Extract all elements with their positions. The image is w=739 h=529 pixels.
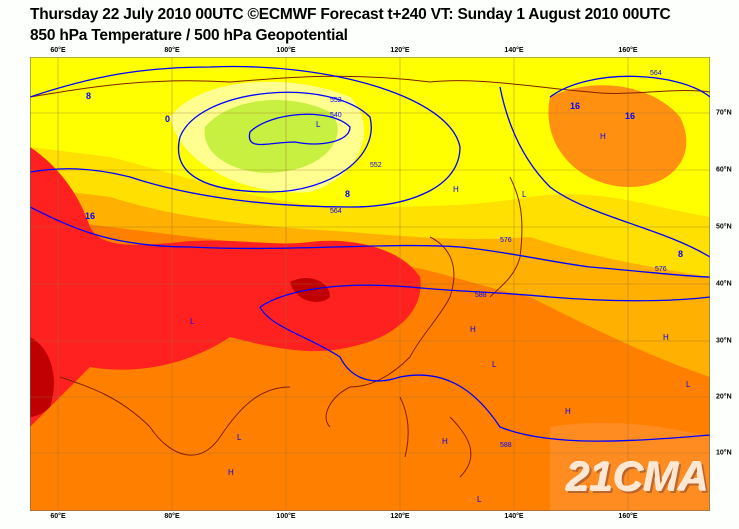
contour-588-south <box>259 306 710 442</box>
contour-label: 540 <box>330 112 342 119</box>
low-marker: L <box>477 495 482 504</box>
low-marker: L <box>686 380 691 389</box>
contour-564-east <box>549 75 710 98</box>
lon-label-bottom: 80°E <box>164 513 180 520</box>
contour-540 <box>248 113 351 146</box>
lat-label: 70°N <box>716 109 732 117</box>
forecast-map: 540 552 552 564 564 576 576 588 588 0 8 … <box>30 57 710 511</box>
contour-label: 564 <box>330 208 342 215</box>
high-marker: H <box>228 468 234 477</box>
high-marker: H <box>663 333 669 342</box>
temperature-label: 8 <box>678 249 683 259</box>
coastlines <box>30 75 710 478</box>
lat-label: 20°N <box>716 393 732 401</box>
contour-label: 564 <box>650 70 662 77</box>
temperature-label: 8 <box>345 189 350 199</box>
lon-label-top: 120°E <box>390 47 410 54</box>
low-marker: L <box>316 120 321 129</box>
lon-label-bottom: 120°E <box>390 513 410 520</box>
lon-label-bottom: 160°E <box>618 513 638 520</box>
temperature-labels: 0 8 8 8 16 16 16 <box>85 91 683 259</box>
high-marker: H <box>600 132 606 141</box>
lon-label-bottom: 140°E <box>504 513 524 520</box>
contour-588 <box>259 284 710 308</box>
high-marker: H <box>565 407 571 416</box>
temperature-label: 16 <box>570 101 580 111</box>
temperature-label: 0 <box>165 114 170 124</box>
contour-576 <box>30 206 710 278</box>
low-marker: L <box>492 360 497 369</box>
contour-labels: 540 552 552 564 564 576 576 588 588 <box>330 70 667 449</box>
contour-label: 552 <box>330 97 342 104</box>
lat-label: 30°N <box>716 337 732 345</box>
lat-label: 40°N <box>716 280 732 288</box>
red-hot-region <box>30 147 421 427</box>
contour-label: 576 <box>655 266 667 273</box>
contour-label: 552 <box>370 162 382 169</box>
forecast-subtitle: 850 hPa Temperature / 500 hPa Geopotenti… <box>30 27 348 44</box>
low-marker: L <box>522 190 527 199</box>
contour-552 <box>177 91 372 193</box>
lon-label-top: 100°E <box>276 47 296 54</box>
lon-label-top: 140°E <box>504 47 524 54</box>
lon-label-top: 60°E <box>50 47 66 54</box>
geopotential-contours <box>30 65 710 442</box>
lat-label: 10°N <box>716 449 732 457</box>
high-marker: H <box>442 437 448 446</box>
high-marker: H <box>453 185 459 194</box>
high-marker: H <box>470 325 476 334</box>
contour-label: 588 <box>500 442 512 449</box>
green-cold-region <box>204 100 338 173</box>
temperature-label: 16 <box>625 111 635 121</box>
low-marker: L <box>237 433 242 442</box>
contour-label: 588 <box>475 292 487 299</box>
pressure-centers: H H H H H H H L L L L L L L <box>190 120 691 504</box>
forecast-title: Thursday 22 July 2010 00UTC ©ECMWF Forec… <box>30 6 671 23</box>
graticule <box>30 57 710 511</box>
lon-label-top: 160°E <box>618 47 638 54</box>
lat-label: 50°N <box>716 223 732 231</box>
low-marker: L <box>190 317 195 326</box>
contour-564 <box>30 65 461 208</box>
lon-label-top: 80°E <box>164 47 180 54</box>
temperature-label: 16 <box>85 211 95 221</box>
lon-label-bottom: 100°E <box>276 513 296 520</box>
contour-576-east <box>499 86 710 258</box>
lat-label: 60°N <box>716 166 732 174</box>
pale-orange-region <box>550 422 710 511</box>
contour-label: 576 <box>500 237 512 244</box>
temperature-label: 8 <box>86 91 91 101</box>
watermark-logo: 21CMA <box>566 453 709 500</box>
orange-warm-region <box>548 85 687 187</box>
lon-label-bottom: 60°E <box>50 513 66 520</box>
